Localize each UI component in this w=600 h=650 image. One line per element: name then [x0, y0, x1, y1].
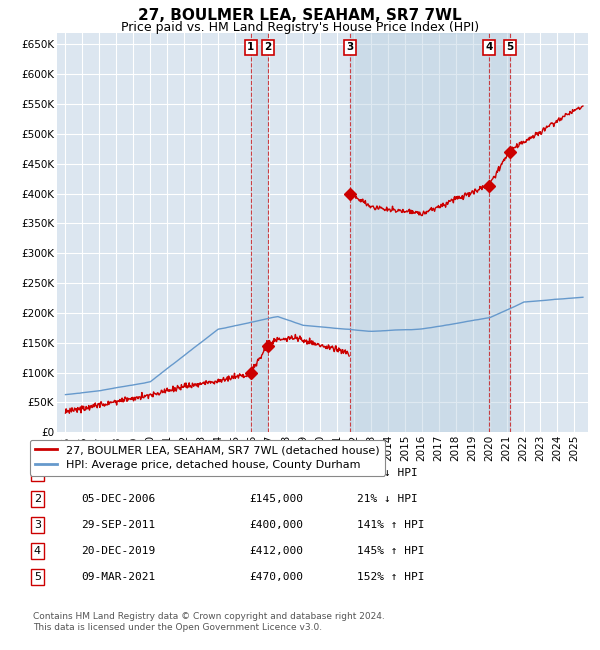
Text: 5: 5 [34, 572, 41, 582]
Text: 05-DEC-2006: 05-DEC-2006 [81, 494, 155, 504]
Text: 4: 4 [485, 42, 493, 52]
Text: £412,000: £412,000 [249, 546, 303, 556]
Text: 21% ↓ HPI: 21% ↓ HPI [357, 494, 418, 504]
Text: 09-MAR-2021: 09-MAR-2021 [81, 572, 155, 582]
Text: Contains HM Land Registry data © Crown copyright and database right 2024.
This d: Contains HM Land Registry data © Crown c… [33, 612, 385, 632]
Text: 27, BOULMER LEA, SEAHAM, SR7 7WL: 27, BOULMER LEA, SEAHAM, SR7 7WL [138, 8, 462, 23]
Text: 02-DEC-2005: 02-DEC-2005 [81, 468, 155, 478]
Text: 5: 5 [506, 42, 514, 52]
Text: 152% ↑ HPI: 152% ↑ HPI [357, 572, 425, 582]
Bar [489, 32, 510, 432]
Text: 141% ↑ HPI: 141% ↑ HPI [357, 520, 425, 530]
Bar [350, 32, 489, 432]
Text: £400,000: £400,000 [249, 520, 303, 530]
Text: 3: 3 [346, 42, 353, 52]
Text: 1: 1 [247, 42, 254, 52]
Text: £145,000: £145,000 [249, 494, 303, 504]
Text: 2: 2 [264, 42, 271, 52]
Text: 4: 4 [34, 546, 41, 556]
Text: 29-SEP-2011: 29-SEP-2011 [81, 520, 155, 530]
Text: Price paid vs. HM Land Registry's House Price Index (HPI): Price paid vs. HM Land Registry's House … [121, 21, 479, 34]
Text: 43% ↓ HPI: 43% ↓ HPI [357, 468, 418, 478]
Text: 1: 1 [34, 468, 41, 478]
Text: 3: 3 [34, 520, 41, 530]
Text: 145% ↑ HPI: 145% ↑ HPI [357, 546, 425, 556]
Text: £470,000: £470,000 [249, 572, 303, 582]
Bar [251, 32, 268, 432]
Text: 2: 2 [34, 494, 41, 504]
Text: £100,000: £100,000 [249, 468, 303, 478]
Text: 20-DEC-2019: 20-DEC-2019 [81, 546, 155, 556]
Legend: 27, BOULMER LEA, SEAHAM, SR7 7WL (detached house), HPI: Average price, detached : 27, BOULMER LEA, SEAHAM, SR7 7WL (detach… [29, 440, 385, 476]
